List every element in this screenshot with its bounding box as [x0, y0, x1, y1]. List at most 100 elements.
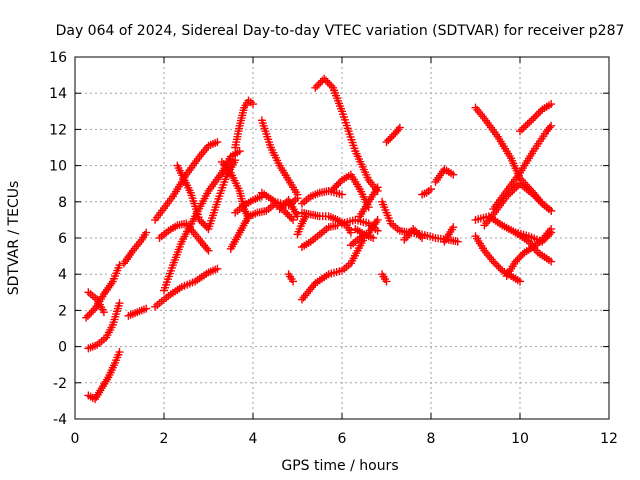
data-point — [289, 215, 298, 224]
data-point — [418, 234, 427, 242]
data-point — [512, 183, 521, 192]
data-point — [321, 76, 330, 85]
data-point — [515, 253, 524, 262]
data-point — [373, 183, 382, 192]
data-point — [244, 214, 253, 223]
data-point — [82, 313, 91, 322]
data-point — [277, 203, 286, 212]
data-series — [418, 185, 435, 199]
data-point — [83, 311, 92, 320]
data-series — [511, 228, 556, 266]
data-point — [115, 348, 124, 357]
data-series — [400, 224, 427, 244]
y-tick-label: 4 — [58, 267, 67, 283]
y-tick-label: -2 — [53, 376, 67, 392]
data-series — [431, 165, 458, 186]
y-tick-label: 0 — [58, 340, 67, 356]
data-series — [351, 224, 378, 242]
data-point — [316, 78, 325, 87]
data-series — [297, 186, 346, 208]
y-tick-label: 16 — [49, 50, 67, 66]
y-tick-label: 14 — [49, 86, 67, 102]
data-series — [173, 156, 240, 233]
data-point — [329, 185, 338, 194]
x-tick-label: 10 — [511, 431, 529, 447]
data-point — [527, 116, 536, 125]
data-point — [519, 123, 528, 132]
data-point — [115, 261, 124, 270]
data-point — [333, 221, 342, 230]
data-point — [373, 226, 382, 235]
data-point — [525, 118, 534, 127]
data-point — [412, 228, 421, 237]
data-series — [297, 221, 342, 252]
data-point — [275, 205, 284, 214]
data-point — [492, 261, 501, 270]
data-point — [511, 257, 520, 266]
data-point — [534, 109, 543, 118]
data-series — [329, 170, 373, 212]
data-point — [547, 224, 556, 233]
y-tick-label: 10 — [49, 159, 67, 175]
y-axis-label: SDTVAR / TECUs — [6, 181, 22, 296]
data-point — [285, 212, 294, 221]
data-series — [84, 348, 124, 404]
data-point — [279, 201, 288, 210]
data-series — [257, 116, 302, 199]
data-point — [346, 228, 355, 237]
data-point — [416, 232, 425, 241]
data-series — [275, 195, 302, 221]
data-point — [516, 277, 524, 286]
data-point — [249, 100, 257, 109]
data-point — [386, 134, 395, 143]
data-point — [516, 252, 525, 261]
data-point — [547, 206, 556, 215]
chart-title: Day 064 of 2024, Sidereal Day-to-day VTE… — [56, 23, 625, 39]
data-series — [119, 228, 151, 268]
data-point — [449, 170, 458, 179]
data-point — [529, 190, 538, 199]
data-point — [283, 210, 292, 219]
y-tick-label: 12 — [49, 122, 67, 138]
data-point — [534, 195, 543, 204]
axis-ticks: 0 2 4 6 8 10 12 -4 -2 0 2 4 6 8 10 12 14 16 — [49, 50, 618, 447]
data-point — [332, 181, 341, 190]
data-point — [325, 80, 334, 89]
data-point — [200, 221, 209, 230]
data-point — [523, 119, 532, 128]
x-tick-label: 2 — [160, 431, 169, 447]
data-point — [99, 308, 108, 317]
data-point — [203, 244, 212, 253]
data-point — [536, 197, 545, 206]
data-point — [287, 214, 296, 223]
data-point — [547, 100, 556, 109]
data-point — [494, 262, 503, 271]
data-point — [516, 127, 524, 136]
data-point — [311, 83, 320, 92]
data-series — [284, 270, 298, 286]
data-point — [320, 74, 329, 83]
data-series — [84, 288, 108, 317]
data-point — [394, 125, 403, 134]
y-tick-label: -4 — [53, 412, 67, 428]
y-tick-label: 8 — [58, 195, 67, 211]
data-series — [378, 197, 462, 246]
data-series — [480, 179, 556, 230]
data-point — [195, 215, 204, 224]
data-point — [410, 226, 419, 235]
data-point — [115, 299, 124, 308]
data-point — [142, 228, 151, 237]
data-point — [334, 179, 343, 188]
data-series — [382, 123, 404, 147]
data-series — [160, 147, 244, 295]
data-point — [293, 212, 302, 221]
data-point — [281, 199, 290, 208]
data-series — [82, 261, 124, 322]
data-series — [471, 103, 556, 215]
data-point — [199, 219, 208, 228]
x-tick-label: 12 — [600, 431, 618, 447]
data-series — [471, 232, 524, 286]
data-point — [547, 121, 556, 130]
data-series — [440, 223, 458, 246]
